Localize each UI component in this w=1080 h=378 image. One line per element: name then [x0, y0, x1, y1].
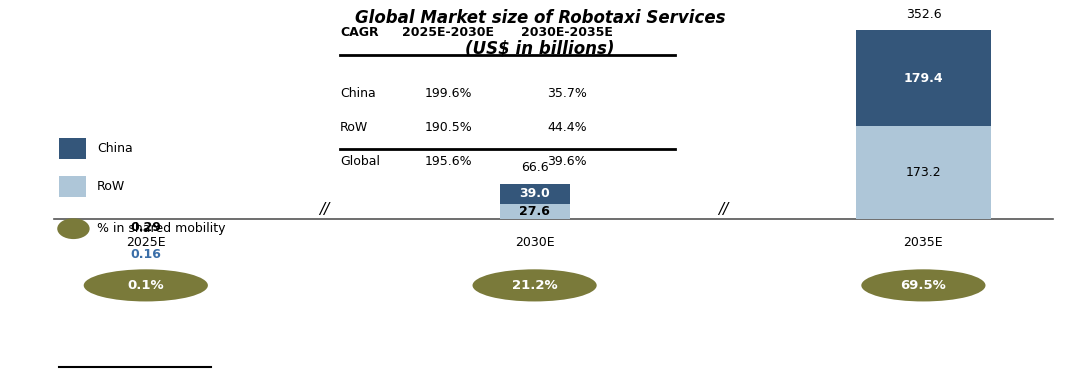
Text: 69.5%: 69.5% [901, 279, 946, 292]
Bar [59, 176, 86, 197]
Ellipse shape [57, 218, 90, 239]
Text: 0.1%: 0.1% [127, 279, 164, 292]
Text: 21.2%: 21.2% [512, 279, 557, 292]
Ellipse shape [84, 269, 207, 302]
Text: 190.5%: 190.5% [424, 121, 472, 134]
Text: 39.6%: 39.6% [548, 155, 586, 168]
Ellipse shape [862, 269, 986, 302]
Text: 2025E-2030E: 2025E-2030E [402, 26, 495, 39]
Text: 0.29: 0.29 [131, 222, 161, 234]
Bar [855, 30, 991, 126]
Text: 2030E-2035E: 2030E-2035E [521, 26, 613, 39]
Text: 27.6: 27.6 [519, 205, 550, 218]
Text: 2035E: 2035E [904, 236, 943, 249]
Text: 0.16: 0.16 [131, 248, 161, 261]
Bar [855, 126, 991, 219]
Text: (US$ in billions): (US$ in billions) [465, 40, 615, 58]
Bar [59, 138, 86, 159]
Text: 173.2: 173.2 [906, 166, 941, 179]
Text: Global: Global [340, 155, 380, 168]
Text: CAGR: CAGR [340, 26, 379, 39]
Ellipse shape [473, 269, 597, 302]
Bar [499, 204, 570, 219]
Text: 35.7%: 35.7% [548, 87, 586, 100]
Text: RoW: RoW [340, 121, 368, 134]
Text: 39.0: 39.0 [519, 187, 550, 200]
Text: Global Market size of Robotaxi Services: Global Market size of Robotaxi Services [354, 9, 726, 28]
Bar [499, 184, 570, 204]
Text: % in shared mobility: % in shared mobility [97, 222, 226, 235]
Text: 2030E: 2030E [515, 236, 554, 249]
Text: 179.4: 179.4 [904, 72, 943, 85]
Text: China: China [97, 142, 133, 155]
Text: China: China [340, 87, 376, 100]
Text: 195.6%: 195.6% [424, 155, 472, 168]
Text: 66.6: 66.6 [521, 161, 549, 174]
Text: 2025E: 2025E [126, 236, 165, 249]
Text: //: // [319, 202, 329, 217]
Text: 199.6%: 199.6% [424, 87, 472, 100]
Text: RoW: RoW [97, 180, 125, 193]
Text: 44.4%: 44.4% [548, 121, 586, 134]
Text: //: // [718, 202, 729, 217]
Text: 0.13: 0.13 [132, 273, 160, 285]
Text: 352.6: 352.6 [906, 8, 941, 21]
